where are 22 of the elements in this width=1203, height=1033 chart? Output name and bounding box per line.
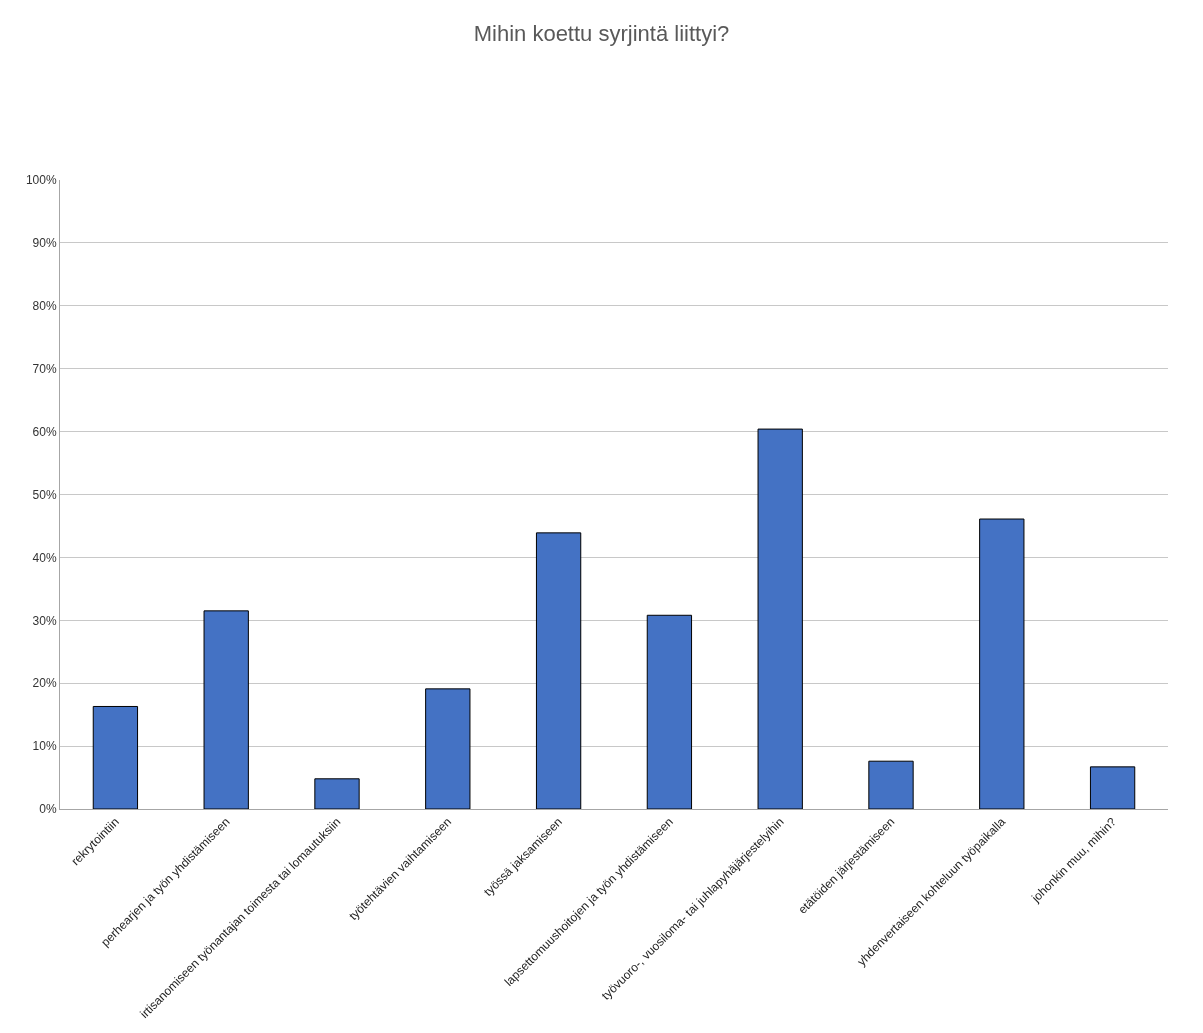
chart-title: Mihin koettu syrjintä liittyi? [473, 21, 730, 47]
bar [535, 532, 582, 809]
y-tick-label: 30% [32, 613, 57, 628]
bar [979, 518, 1025, 809]
bar [425, 688, 471, 809]
y-tick-label: 0% [39, 802, 57, 817]
bar [646, 614, 693, 809]
bar [868, 760, 914, 809]
y-tick-label: 90% [32, 236, 57, 251]
bar [757, 428, 803, 809]
bar [203, 610, 249, 809]
y-tick-label: 50% [32, 487, 57, 502]
bar [314, 778, 360, 809]
y-tick-label: 10% [32, 739, 57, 754]
bar [92, 705, 139, 809]
y-tick-label: 80% [32, 299, 57, 313]
y-tick-label: 100% [25, 173, 57, 188]
y-tick-label: 60% [32, 424, 57, 439]
bar [1089, 766, 1136, 809]
y-tick-label: 70% [32, 361, 57, 376]
y-tick-label: 40% [32, 550, 57, 565]
y-tick-label: 20% [32, 676, 57, 691]
